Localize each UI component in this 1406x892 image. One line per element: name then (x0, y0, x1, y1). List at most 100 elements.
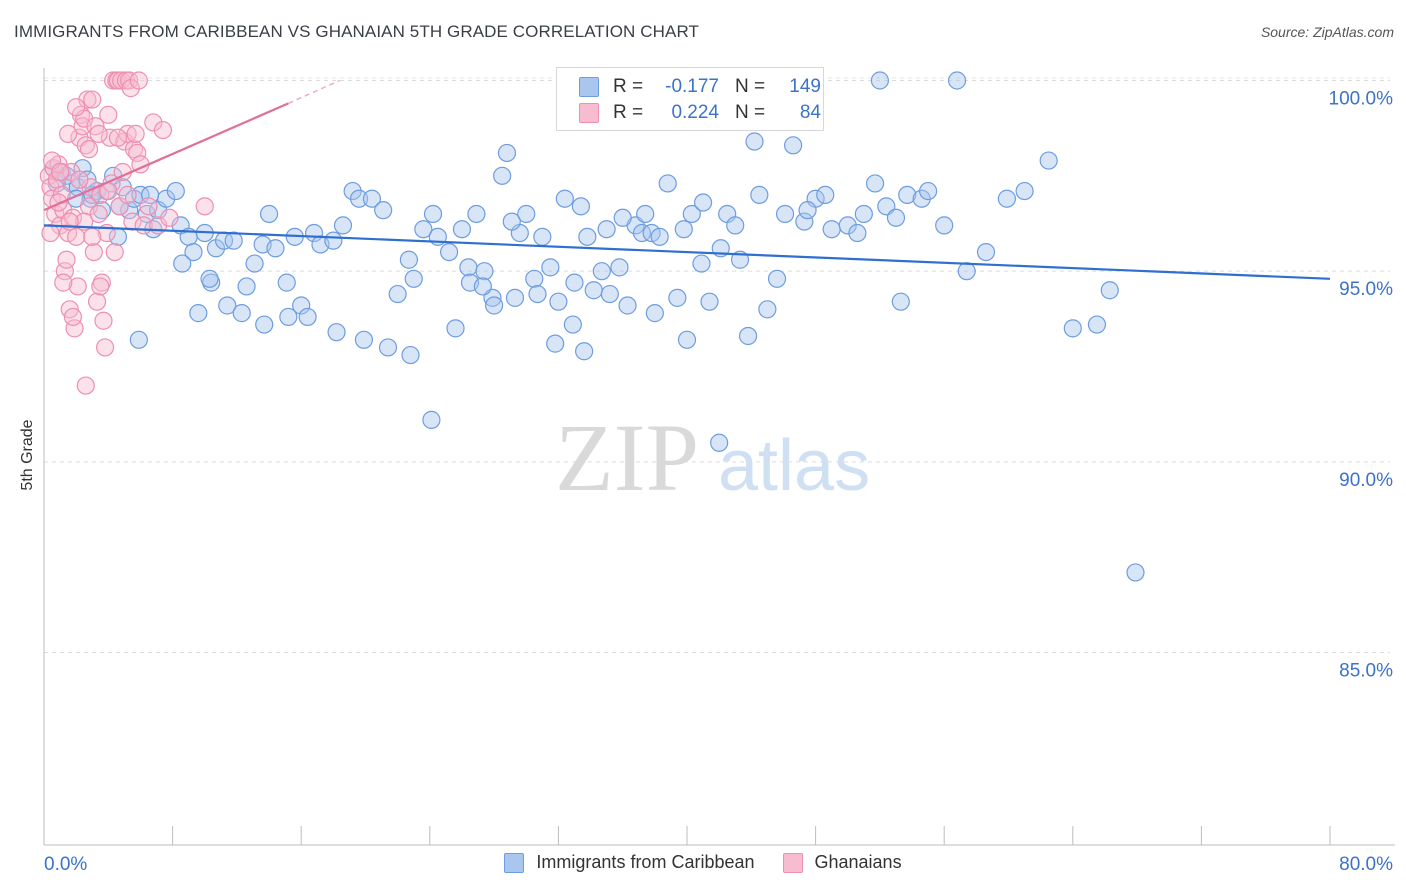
data-point (571, 197, 591, 216)
data-point (49, 193, 68, 212)
data-point (452, 220, 472, 239)
data-point (710, 433, 729, 452)
bottom-legend-caribbean[interactable]: Immigrants from Caribbean (504, 852, 755, 873)
watermark-atlas: atlas (718, 426, 870, 506)
y-tick-label: 100.0% (1329, 89, 1394, 110)
data-point (128, 143, 147, 163)
bottom-legend-label-caribbean: Immigrants from Caribbean (536, 852, 755, 872)
data-point (144, 113, 163, 132)
data-point (693, 193, 713, 212)
data-point (1087, 315, 1107, 334)
data-point (63, 307, 83, 327)
data-point (459, 258, 478, 277)
data-point (73, 159, 92, 178)
data-point (327, 323, 346, 342)
data-point (166, 181, 185, 201)
data-point (184, 243, 203, 262)
legend-row-caribbean: R = -0.177 N = 149 (579, 75, 821, 99)
data-point (224, 231, 243, 250)
legend-n-value: 84 (799, 102, 821, 123)
chart-title: IMMIGRANTS FROM CARIBBEAN VS GHANAIAN 5T… (14, 22, 700, 41)
data-point (129, 330, 148, 349)
data-point (473, 277, 492, 296)
data-point (502, 212, 521, 231)
data-point (362, 189, 382, 208)
trend-line-ghanaians (43, 102, 289, 212)
data-point (783, 136, 803, 155)
data-point (120, 201, 139, 220)
data-point (838, 216, 857, 235)
data-point (91, 277, 110, 296)
legend-n-label: N = (735, 102, 766, 123)
data-point (279, 307, 298, 327)
data-point (692, 254, 711, 273)
data-point (1039, 151, 1058, 170)
data-point (738, 326, 758, 346)
data-point (758, 300, 777, 319)
data-point (668, 288, 687, 307)
data-point (493, 166, 512, 185)
data-point (118, 185, 137, 204)
data-point (546, 334, 565, 353)
x-tick-label: 0.0% (44, 854, 87, 875)
data-point (575, 342, 594, 361)
data-point (76, 376, 95, 395)
legend-r-value: 0.224 (671, 102, 719, 123)
data-point (565, 273, 584, 292)
data-point (541, 258, 560, 277)
data-point (485, 296, 504, 315)
source-label: Source: ZipAtlas.com (1260, 24, 1394, 40)
data-point (55, 262, 74, 281)
data-point (674, 220, 693, 239)
data-point (237, 277, 256, 296)
data-point (658, 174, 677, 193)
data-point (798, 201, 817, 220)
data-point (189, 304, 208, 323)
data-point (525, 269, 544, 288)
data-point (388, 284, 407, 304)
data-point (374, 201, 393, 220)
data-point (266, 239, 285, 258)
x-tick-label: 80.0% (1339, 854, 1393, 875)
data-point (139, 197, 158, 216)
data-point (195, 197, 214, 216)
y-tick-label: 95.0% (1339, 279, 1393, 300)
data-point (378, 338, 398, 357)
legend-row-ghanaians: R = 0.224 N = 84 (579, 101, 821, 125)
bottom-legend-swatch-ghanaians (782, 852, 803, 873)
data-point (84, 243, 103, 262)
data-point (891, 292, 910, 311)
data-point (600, 284, 619, 304)
data-point (94, 311, 113, 330)
data-point (870, 71, 890, 90)
data-point (324, 231, 343, 250)
data-point (354, 330, 373, 349)
data-point (349, 189, 369, 208)
data-point (68, 277, 87, 296)
legend-r-value: -0.177 (665, 76, 719, 97)
data-point (399, 250, 419, 269)
data-point (401, 345, 420, 365)
legend-n-value: 149 (789, 76, 821, 97)
data-point (105, 243, 124, 262)
y-tick-label: 85.0% (1339, 661, 1393, 682)
data-point (632, 223, 652, 243)
data-point (997, 189, 1016, 208)
data-point (935, 216, 954, 235)
data-point (618, 296, 637, 315)
data-point (277, 273, 296, 292)
data-point (423, 204, 443, 224)
legend: R = -0.177 N = 149 R = 0.224 N = 84 (556, 67, 824, 131)
bottom-legend-swatch-caribbean (504, 852, 525, 873)
data-point (126, 124, 145, 143)
data-point (59, 124, 78, 143)
data-point (816, 185, 835, 204)
bottom-legend-ghanaians[interactable]: Ghanaians (782, 852, 902, 873)
bottom-legend-label-ghanaians: Ghanaians (814, 852, 902, 872)
data-point (153, 120, 173, 140)
data-point (613, 208, 632, 227)
data-point (517, 204, 536, 224)
data-point (218, 296, 237, 315)
legend-n-label: N = (735, 76, 766, 97)
